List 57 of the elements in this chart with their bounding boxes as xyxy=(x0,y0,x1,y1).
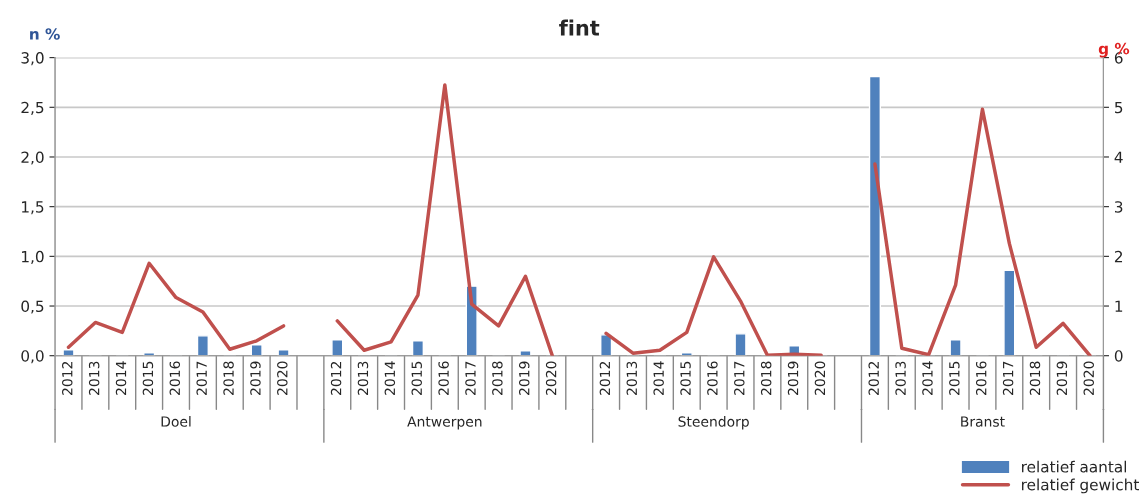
x-tick-label: 2013 xyxy=(895,361,906,395)
y-tick-label: 2,5 xyxy=(21,101,44,115)
x-tick-label: 2017 xyxy=(1002,361,1014,395)
legend-label: relatief aantal xyxy=(1022,460,1127,473)
x-tick-label: 2013 xyxy=(88,361,100,395)
x-tick-label: 2015 xyxy=(949,361,960,395)
x-tick-label: 2016 xyxy=(707,361,718,395)
x-tick-label: 2014 xyxy=(115,361,127,395)
legend-label: relatief gewicht xyxy=(1022,478,1139,494)
x-tick-label: 2016 xyxy=(438,361,449,395)
x-tick-label: 2012 xyxy=(62,361,73,395)
x-tick-label: 2017 xyxy=(734,361,745,395)
y-tick-label: 1,5 xyxy=(22,201,44,215)
x-tick-label: 2019 xyxy=(250,361,261,395)
text: Steendorp xyxy=(678,416,749,430)
x-tick-label: 2017 xyxy=(196,361,207,395)
x-tick-label: 2018 xyxy=(760,361,772,395)
x-tick-label: 2013 xyxy=(626,361,638,395)
y2-tick-label: 5 xyxy=(1115,101,1123,114)
y2-tick-label: 0 xyxy=(1114,350,1123,362)
y2-tick-label: 1 xyxy=(1115,300,1123,312)
x-tick-label: 2016 xyxy=(169,361,181,395)
x-tick-label: 2020 xyxy=(277,361,288,395)
x-tick-label: 2012 xyxy=(868,361,879,395)
x-tick-label: 2019 xyxy=(519,361,530,395)
x-tick-label: 2015 xyxy=(680,361,691,395)
x-tick-label: 2016 xyxy=(975,361,987,395)
x-tick-label: 2014 xyxy=(384,361,396,395)
x-tick-label: 2018 xyxy=(1029,361,1041,395)
x-tick-label: 2014 xyxy=(653,361,664,395)
x-tick-label: 2017 xyxy=(465,361,476,395)
x-tick-label: 2020 xyxy=(814,361,826,395)
y-tick-label: 2,0 xyxy=(21,151,44,165)
x-tick-label: 2012 xyxy=(330,361,342,395)
y2-tick-label: 3 xyxy=(1115,201,1123,213)
text: Branst xyxy=(961,416,1005,427)
x-tick-label: 2019 xyxy=(787,361,799,395)
text: Doel xyxy=(161,416,191,427)
y-axis-title: n % xyxy=(30,28,60,40)
y-tick-label: 0,5 xyxy=(21,300,44,314)
y-tick-label: 1,0 xyxy=(22,250,44,264)
y-tick-label: 3,0 xyxy=(21,52,44,66)
x-tick-label: 2018 xyxy=(492,361,503,395)
x-tick-label: 2012 xyxy=(599,361,611,395)
x-tick-label: 2020 xyxy=(1083,361,1094,395)
x-tick-label: 2019 xyxy=(1056,361,1068,395)
text: Antwerpen xyxy=(407,416,482,430)
x-tick-label: 2014 xyxy=(922,361,933,395)
x-tick-label: 2018 xyxy=(223,361,234,395)
x-tick-label: 2015 xyxy=(142,361,154,395)
x-tick-label: 2015 xyxy=(411,361,422,395)
chart-title: fint xyxy=(559,19,600,36)
y2-tick-label: 4 xyxy=(1114,151,1123,163)
x-tick-label: 2020 xyxy=(545,361,557,395)
x-tick-label: 2013 xyxy=(357,361,369,395)
y-tick-label: 0,0 xyxy=(21,350,44,364)
y2-tick-label: 2 xyxy=(1114,250,1123,263)
